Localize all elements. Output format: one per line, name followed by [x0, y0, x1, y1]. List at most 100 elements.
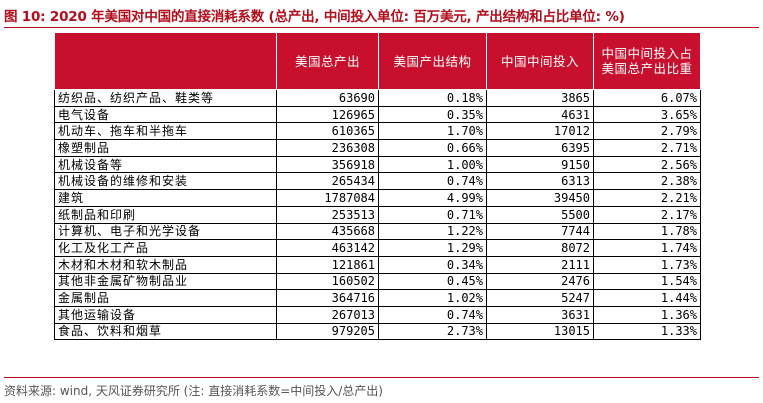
- table-cell: 1.70%: [378, 122, 487, 141]
- table-cell: 0.74%: [378, 305, 487, 324]
- table-cell: 2476: [486, 272, 594, 291]
- table-row: 其他运输设备 267013 0.74% 3631 1.36%: [54, 305, 701, 324]
- row-label: 其他非金属矿物制品业: [54, 272, 277, 291]
- table-cell: 1.73%: [593, 255, 701, 274]
- table-cell: 0.66%: [378, 139, 487, 157]
- table-body: 纺织品、纺织产品、鞋类等 63690 0.18% 3865 6.07% 电气设备 12696…: [54, 89, 701, 341]
- table-row: 其他非金属矿物制品业 160502 0.45% 2476 1.54%: [54, 272, 701, 291]
- row-label: 化工及化工产品: [54, 239, 277, 257]
- table-cell: 463142: [276, 239, 379, 257]
- source-rule: [4, 377, 759, 378]
- header-cell: [54, 32, 277, 90]
- table-cell: 265434: [276, 172, 379, 191]
- table-cell: 160502: [276, 272, 379, 291]
- row-label: 其他运输设备: [54, 305, 277, 324]
- data-table: 美国总产出 美国产出结构 中国中间投入 中国中间投入占美国总产出比重 纺织品、纺…: [54, 32, 701, 341]
- row-label: 机械设备的维修和安装: [54, 172, 277, 191]
- header-cell: 美国总产出: [276, 32, 379, 90]
- table-cell: 1.33%: [593, 322, 701, 341]
- table-cell: 0.18%: [378, 89, 487, 107]
- table-cell: 2.71%: [593, 139, 701, 157]
- table-cell: 1.02%: [378, 289, 487, 307]
- table-cell: 979205: [276, 322, 379, 341]
- table-row: 食品、饮料和烟草 979205 2.73% 13015 1.33%: [54, 322, 701, 341]
- table-row: 金属制品 364716 1.02% 5247 1.44%: [54, 289, 701, 307]
- table-cell: 6313: [486, 172, 594, 191]
- row-label: 金属制品: [54, 289, 277, 307]
- table-cell: 4631: [486, 105, 594, 124]
- table-cell: 1.54%: [593, 272, 701, 291]
- table-cell: 6395: [486, 139, 594, 157]
- source-note: 资料来源: wind, 天风证券研究所 (注: 直接消耗系数=中间投入/总产出): [4, 384, 383, 398]
- table-cell: 0.34%: [378, 255, 487, 274]
- table-cell: 3.65%: [593, 105, 701, 124]
- table-row: 化工及化工产品 463142 1.29% 8072 1.74%: [54, 239, 701, 257]
- title-rule: [4, 27, 759, 28]
- table-cell: 39450: [486, 189, 594, 207]
- table-cell: 0.71%: [378, 205, 487, 224]
- figure-title: 图 10: 2020 年美国对中国的直接消耗系数 (总产出, 中间投入单位: 百…: [4, 9, 625, 25]
- table-cell: 1.22%: [378, 222, 487, 241]
- table-cell: 17012: [486, 122, 594, 141]
- table-cell: 7744: [486, 222, 594, 241]
- row-label: 食品、饮料和烟草: [54, 322, 277, 341]
- header-cell: 中国中间投入: [486, 32, 594, 90]
- table-cell: 610365: [276, 122, 379, 141]
- table-cell: 3631: [486, 305, 594, 324]
- row-label: 建筑: [54, 189, 277, 207]
- row-label: 纺织品、纺织产品、鞋类等: [54, 89, 277, 107]
- table-cell: 267013: [276, 305, 379, 324]
- table-cell: 236308: [276, 139, 379, 157]
- row-label: 机械设备等: [54, 155, 277, 174]
- table-row: 橡塑制品 236308 0.66% 6395 2.71%: [54, 139, 701, 157]
- table-cell: 8072: [486, 239, 594, 257]
- table-cell: 364716: [276, 289, 379, 307]
- table-row: 计算机、电子和光学设备 435668 1.22% 7744 1.78%: [54, 222, 701, 241]
- table-row: 电气设备 126965 0.35% 4631 3.65%: [54, 105, 701, 124]
- table-row: 机械设备等 356918 1.00% 9150 2.56%: [54, 155, 701, 174]
- table-cell: 2111: [486, 255, 594, 274]
- header-cell: 中国中间投入占美国总产出比重: [593, 32, 701, 90]
- table-cell: 2.73%: [378, 322, 487, 341]
- table-cell: 1.00%: [378, 155, 487, 174]
- table-row: 机械设备的维修和安装 265434 0.74% 6313 2.38%: [54, 172, 701, 191]
- row-label: 电气设备: [54, 105, 277, 124]
- table-row: 纸制品和印刷 253513 0.71% 5500 2.17%: [54, 205, 701, 224]
- table-cell: 0.35%: [378, 105, 487, 124]
- header-cell: 美国产出结构: [378, 32, 487, 90]
- table-cell: 13015: [486, 322, 594, 341]
- table-row: 木材和木材和软木制品 121861 0.34% 2111 1.73%: [54, 255, 701, 274]
- table-cell: 2.79%: [593, 122, 701, 141]
- row-label: 木材和木材和软木制品: [54, 255, 277, 274]
- table-cell: 253513: [276, 205, 379, 224]
- table-cell: 121861: [276, 255, 379, 274]
- table-cell: 1.74%: [593, 239, 701, 257]
- table-cell: 5500: [486, 205, 594, 224]
- table-cell: 126965: [276, 105, 379, 124]
- table-cell: 0.74%: [378, 172, 487, 191]
- table-cell: 0.45%: [378, 272, 487, 291]
- table-cell: 2.38%: [593, 172, 701, 191]
- table-cell: 1.78%: [593, 222, 701, 241]
- table-cell: 3865: [486, 89, 594, 107]
- table-cell: 6.07%: [593, 89, 701, 107]
- row-label: 橡塑制品: [54, 139, 277, 157]
- table-row: 纺织品、纺织产品、鞋类等 63690 0.18% 3865 6.07%: [54, 89, 701, 107]
- table-cell: 2.56%: [593, 155, 701, 174]
- table-cell: 5247: [486, 289, 594, 307]
- table-cell: 1.36%: [593, 305, 701, 324]
- table-cell: 4.99%: [378, 189, 487, 207]
- row-label: 计算机、电子和光学设备: [54, 222, 277, 241]
- row-label: 纸制品和印刷: [54, 205, 277, 224]
- row-label: 机动车、拖车和半拖车: [54, 122, 277, 141]
- table-cell: 435668: [276, 222, 379, 241]
- table-cell: 356918: [276, 155, 379, 174]
- table-cell: 2.17%: [593, 205, 701, 224]
- table-cell: 9150: [486, 155, 594, 174]
- table-cell: 1.44%: [593, 289, 701, 307]
- header-row: 美国总产出 美国产出结构 中国中间投入 中国中间投入占美国总产出比重: [54, 32, 701, 90]
- table-cell: 1787084: [276, 189, 379, 207]
- table-row: 机动车、拖车和半拖车 610365 1.70% 17012 2.79%: [54, 122, 701, 141]
- table-cell: 2.21%: [593, 189, 701, 207]
- table-cell: 1.29%: [378, 239, 487, 257]
